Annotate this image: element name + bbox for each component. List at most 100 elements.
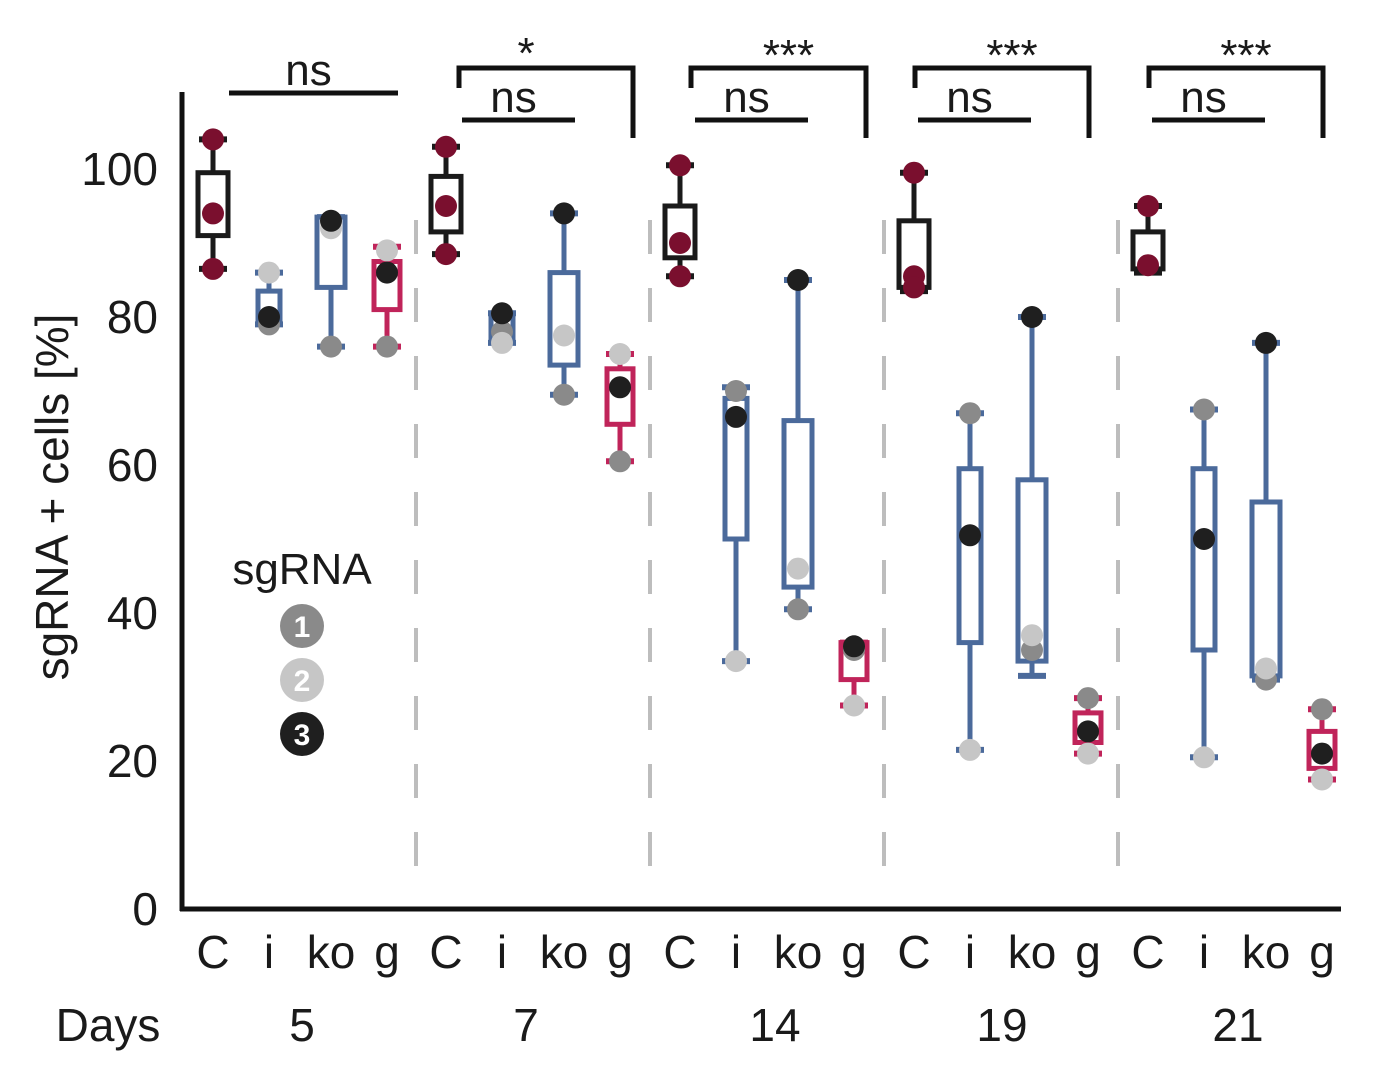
data-point: [959, 402, 981, 425]
data-point: [959, 524, 981, 547]
box-i-day-19: [956, 402, 984, 761]
box-g-day-7: [604, 343, 636, 473]
day-label: 5: [289, 999, 315, 1051]
significance-label: ***: [763, 31, 814, 80]
box-C-day-5: [195, 128, 231, 280]
data-point: [435, 243, 457, 266]
data-point: [1137, 254, 1159, 277]
x-category-label: C: [897, 926, 930, 978]
data-point: [609, 376, 631, 399]
x-category-label: C: [663, 926, 696, 978]
day-label: 14: [749, 999, 800, 1051]
legend-label-3: 3: [294, 719, 311, 752]
data-point: [1193, 746, 1215, 769]
x-category-label: ko: [307, 926, 356, 978]
data-point: [787, 269, 809, 291]
box-C-day-21: [1130, 195, 1166, 277]
data-point: [1137, 195, 1159, 217]
ns-label: ns: [946, 73, 992, 122]
significance-label: ***: [986, 31, 1037, 80]
data-point: [959, 738, 981, 761]
data-point: [903, 161, 925, 184]
legend: sgRNA 1 2 3: [232, 545, 372, 756]
x-category-label: i: [497, 926, 507, 978]
box-ko-day-19: [1015, 306, 1049, 679]
data-point: [609, 343, 631, 365]
legend-title: sgRNA: [232, 545, 372, 594]
day-labels: 5 7 14 19 21: [289, 999, 1263, 1051]
data-point: [1311, 768, 1333, 791]
legend-marker-1: [280, 604, 324, 648]
data-point: [669, 265, 691, 288]
data-point: [202, 202, 224, 225]
data-point: [376, 261, 398, 284]
x-axis-label: Days: [56, 999, 161, 1051]
significance-annotations: ns *ns***ns***ns***ns: [229, 29, 1326, 138]
x-category-label: i: [264, 926, 274, 978]
day-label: 19: [976, 999, 1027, 1051]
data-point: [843, 694, 865, 717]
day-separators: [414, 220, 1120, 885]
x-category-label: ko: [540, 926, 589, 978]
x-category-label: i: [965, 926, 975, 978]
data-point: [258, 261, 280, 284]
data-point: [258, 306, 280, 328]
significance-bracket: [912, 65, 1092, 138]
data-point: [843, 635, 865, 658]
data-point: [376, 335, 398, 358]
data-point: [903, 276, 925, 299]
data-point: [1311, 742, 1333, 765]
x-category-label: C: [1131, 926, 1164, 978]
data-point: [1077, 687, 1099, 710]
y-tick-labels: 0 20 40 60 80 100: [81, 143, 158, 935]
x-category-label: g: [1075, 926, 1101, 978]
y-tick-label: 40: [107, 587, 158, 639]
box-body: [547, 270, 581, 368]
data-point: [553, 383, 575, 406]
box-C-day-19: [896, 161, 932, 299]
data-point: [1255, 657, 1277, 680]
data-point: [435, 135, 457, 158]
data-point: [320, 209, 342, 232]
box-i-day-5: [255, 261, 283, 336]
y-tick-label: 80: [107, 291, 158, 343]
y-tick-label: 100: [81, 143, 158, 195]
data-point: [1077, 742, 1099, 765]
data-point: [202, 128, 224, 151]
x-category-label: g: [1309, 926, 1335, 978]
box-i-day-7: [488, 302, 516, 354]
significance-bracket: [1146, 65, 1326, 138]
box-ko-day-14: [781, 269, 815, 621]
data-point: [491, 331, 513, 354]
y-tick-label: 60: [107, 439, 158, 491]
data-point: [1193, 528, 1215, 550]
legend-label-1: 1: [294, 611, 311, 644]
ns-label: ns: [285, 46, 331, 95]
ns-label: ns: [490, 73, 536, 122]
box-series: [195, 128, 1338, 791]
data-point: [435, 195, 457, 217]
box-C-day-14: [662, 154, 698, 288]
box-g-day-14: [838, 635, 870, 717]
data-point: [787, 557, 809, 580]
y-tick-label: 20: [107, 735, 158, 787]
legend-marker-2: [280, 658, 324, 702]
data-point: [491, 302, 513, 325]
data-point: [787, 598, 809, 621]
box-ko-day-5: [314, 209, 348, 358]
box-i-day-14: [722, 380, 750, 673]
data-point: [669, 232, 691, 254]
box-body: [1190, 466, 1218, 653]
legend-label-2: 2: [294, 665, 311, 698]
y-axis-label: sgRNA + cells [%]: [26, 314, 78, 681]
x-category-label: ko: [1242, 926, 1291, 978]
data-point: [1021, 624, 1043, 647]
data-point: [1255, 331, 1277, 354]
legend-items: 1 2 3: [280, 604, 324, 756]
data-point: [609, 450, 631, 473]
significance-bracket: [456, 65, 636, 138]
data-point: [376, 239, 398, 262]
